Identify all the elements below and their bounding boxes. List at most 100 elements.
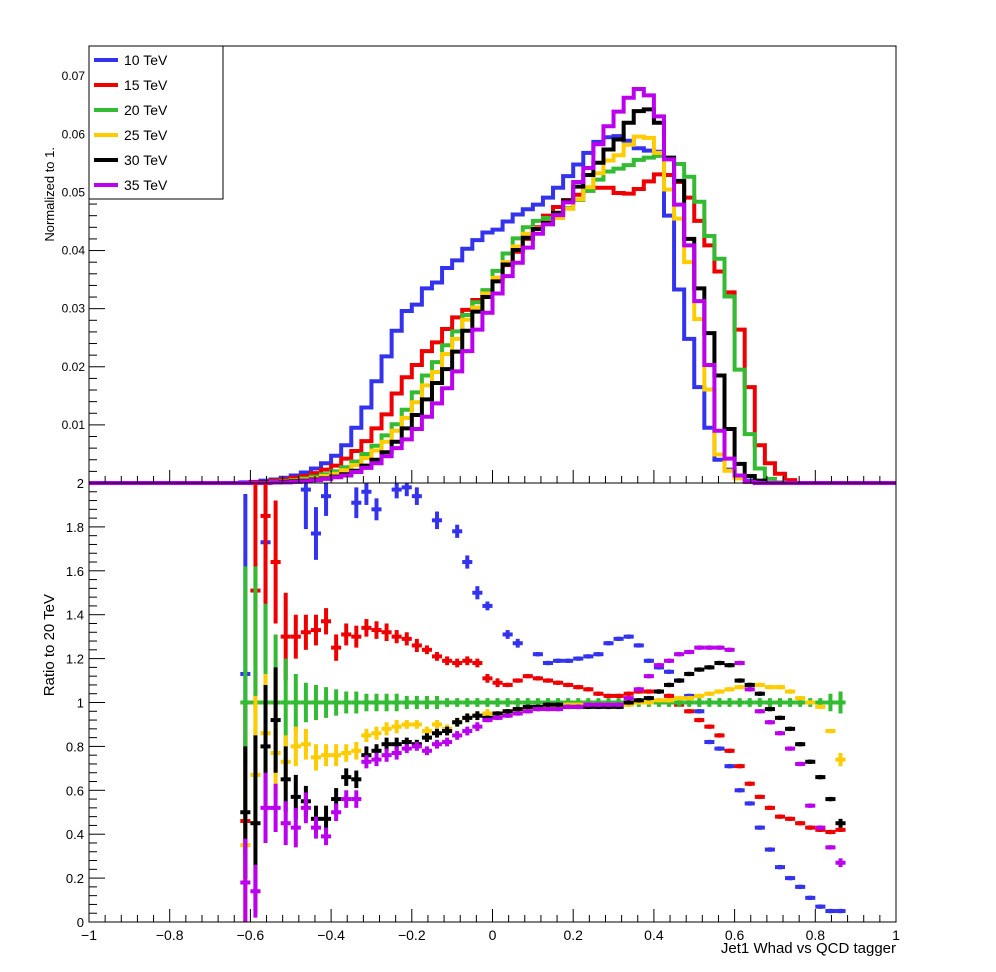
ratio-point-10-tev [472,586,483,600]
ratio-point-35-tev [482,717,493,723]
ratio-point-25-tev [774,684,786,690]
ratio-point-15-tev [714,733,725,738]
ratio-point-15-tev [663,693,675,699]
ratio-point-20-tev [835,691,846,714]
upper-y-tick-label: 0.03 [62,302,86,316]
ratio-point-30-tev [472,711,483,721]
ratio-point-15-tev [764,805,775,811]
ratio-point-10-tev [512,638,523,648]
ratio-point-35-tev [643,673,654,679]
ratio-point-10-tev [593,652,604,657]
ratio-point-20-tev [442,698,453,707]
ratio-point-35-tev [795,761,806,767]
ratio-point-35-tev [734,660,745,666]
legend-box [88,45,224,200]
x-tick-label: 0.4 [644,927,664,943]
ratio-point-25-tev [805,700,816,705]
ratio-point-25-tev [643,700,654,705]
lower-y-tick-label: 0.8 [66,739,84,754]
ratio-point-25-tev [391,720,402,734]
ratio-point-15-tev [431,652,443,661]
x-tick-label: −0.4 [317,927,345,943]
x-tick-label: −0.6 [237,927,265,943]
ratio-point-15-tev [553,680,564,685]
ratio-point-35-tev [583,702,594,707]
upper-y-tick-label: 0.06 [62,127,86,141]
ratio-point-30-tev [442,726,453,736]
ratio-point-30-tev [653,689,664,694]
ratio-point-35-tev [694,645,705,650]
x-axis: −1 −0.8 −0.6 −0.4 −0.2 0 0.2 0.4 0.6 0.8 1 [81,909,900,943]
ratio-point-35-tev [724,647,735,653]
ratio-point-30-tev [502,709,513,714]
ratio-point-20-tev [785,698,796,707]
ratio-point-20-tev [431,695,443,710]
ratio-point-10-tev [563,658,574,663]
ratio-point-15-tev [563,682,574,688]
ratio-point-20-tev [381,693,392,712]
upper-y-tick-label: 0.02 [62,360,86,374]
ratio-point-20-tev [482,698,493,707]
ratio-point-30-tev [835,818,846,828]
ratio-point-15-tev [805,825,816,830]
lower-y-tick-label: 1 [77,696,84,711]
ratio-point-30-tev [684,671,695,677]
ratio-point-10-tev [583,654,594,659]
ratio-point-15-tev [401,632,412,646]
ratio-point-15-tev [704,724,715,729]
ratio-point-30-tev [522,704,533,710]
ratio-point-15-tev [452,658,463,668]
ratio-point-30-tev [633,698,644,703]
ratio-point-30-tev [785,726,796,732]
ratio-point-20-tev [341,691,352,714]
legend-label-10-tev: 10 TeV [124,52,168,68]
ratio-point-10-tev [553,658,564,663]
ratio-point-30-tev [270,667,281,773]
ratio-point-10-tev [452,524,463,538]
x-axis-title: Jet1 Whad vs QCD tagger [721,940,896,957]
ratio-point-20-tev [280,658,291,747]
ratio-point-15-tev [472,658,483,668]
ratio-point-15-tev [613,693,624,699]
ratio-point-20-tev [754,698,765,707]
x-tick-label: 0 [489,927,497,943]
ratio-point-30-tev [492,711,503,716]
ratio-point-35-tev [492,715,503,721]
ratio-point-35-tev [825,845,836,850]
ratio-point-25-tev [724,687,735,692]
ratio-point-15-tev [573,684,584,690]
ratio-point-20-tev [300,682,311,723]
ratio-point-35-tev [573,704,584,710]
ratio-point-15-tev [825,829,836,835]
ratio-point-10-tev [744,801,755,806]
ratio-point-25-tev [341,744,352,762]
ratio-point-10-tev [351,487,362,519]
ratio-point-35-tev [633,687,644,692]
ratio-point-15-tev [623,691,634,696]
ratio-point-10-tev [714,746,725,751]
ratio-point-35-tev [290,807,301,848]
lower-y-axis: 0 0.2 0.4 0.6 0.8 1 1.2 1.4 1.6 1.8 2 [66,476,105,930]
ratio-point-30-tev [553,702,564,707]
ratio-point-20-tev [472,698,483,707]
lower-y-tick-label: 0.4 [66,827,84,842]
upper-y-tick-label: 0.07 [62,69,86,83]
ratio-point-30-tev [431,728,443,738]
ratio-point-10-tev [603,641,614,646]
ratio-point-35-tev [522,709,533,714]
ratio-point-10-tev [663,669,675,674]
ratio-point-35-tev [270,783,281,833]
ratio-point-35-tev [764,720,775,725]
ratio-point-10-tev [623,634,634,639]
ratio-point-10-tev [835,908,846,914]
ratio-point-25-tev [815,704,826,710]
ratio-point-30-tev [805,759,816,764]
ratio-point-15-tev [593,691,604,696]
ratio-point-15-tev [482,673,493,683]
ratio-point-15-tev [522,673,533,679]
ratio-point-20-tev [321,687,332,718]
ratio-point-10-tev [825,908,836,914]
ratio-point-35-tev [532,706,543,712]
legend-label-15-tev: 15 TeV [124,77,168,93]
